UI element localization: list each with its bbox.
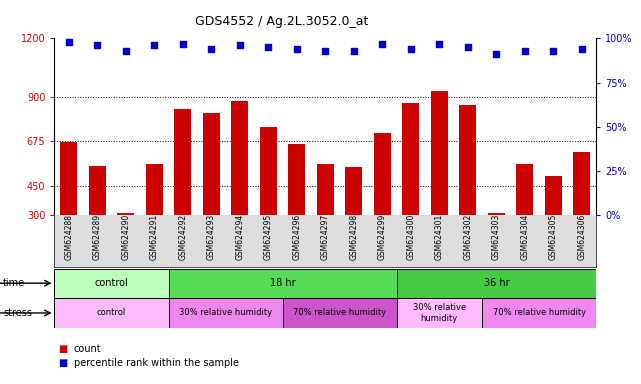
Bar	[169, 298, 283, 328]
Point	[63, 39, 74, 45]
Bar	[54, 269, 169, 298]
Bar	[88, 166, 106, 274]
Text: 18 hr: 18 hr	[270, 278, 296, 288]
Text: ■: ■	[58, 344, 67, 354]
Bar	[117, 213, 135, 274]
Bar	[169, 269, 397, 298]
Text: 36 hr: 36 hr	[483, 278, 509, 288]
Point	[548, 48, 558, 54]
Text: count: count	[74, 344, 101, 354]
Bar	[146, 164, 163, 274]
Text: time: time	[3, 278, 26, 288]
Text: 70% relative humidity: 70% relative humidity	[293, 308, 386, 318]
Point	[520, 48, 530, 54]
Text: 30% relative
humidity: 30% relative humidity	[413, 303, 466, 323]
Text: 30% relative humidity: 30% relative humidity	[179, 308, 272, 318]
Text: GDS4552 / Ag.2L.3052.0_at: GDS4552 / Ag.2L.3052.0_at	[196, 15, 369, 28]
Bar	[283, 298, 397, 328]
Point	[149, 42, 160, 48]
Bar	[288, 144, 305, 274]
Bar	[545, 176, 562, 274]
Bar	[431, 91, 448, 274]
Point	[292, 46, 302, 52]
Point	[235, 42, 245, 48]
Point	[121, 48, 131, 54]
Text: stress: stress	[3, 308, 32, 318]
Point	[263, 44, 274, 50]
Bar	[460, 105, 476, 274]
Bar	[174, 109, 191, 274]
Bar	[345, 167, 362, 274]
Text: percentile rank within the sample: percentile rank within the sample	[74, 358, 238, 368]
Bar	[397, 298, 482, 328]
Bar	[203, 113, 220, 274]
Bar	[403, 103, 419, 274]
Bar	[260, 127, 277, 274]
Bar	[374, 132, 391, 274]
Point	[377, 41, 387, 47]
Bar	[231, 101, 248, 274]
Text: control: control	[97, 308, 126, 318]
Text: 70% relative humidity: 70% relative humidity	[492, 308, 586, 318]
Bar	[60, 142, 78, 274]
Bar	[488, 213, 505, 274]
Point	[92, 42, 103, 48]
Bar	[573, 152, 590, 274]
Bar	[397, 269, 596, 298]
Bar	[54, 298, 169, 328]
Point	[320, 48, 331, 54]
Text: ■: ■	[58, 358, 67, 368]
Point	[349, 48, 359, 54]
Bar	[482, 298, 596, 328]
Bar	[516, 164, 533, 274]
Point	[178, 41, 188, 47]
Point	[434, 41, 444, 47]
Point	[406, 46, 416, 52]
Point	[463, 44, 473, 50]
Text: control: control	[95, 278, 128, 288]
Bar	[317, 164, 334, 274]
Point	[577, 46, 587, 52]
Point	[206, 46, 217, 52]
Point	[491, 51, 501, 57]
